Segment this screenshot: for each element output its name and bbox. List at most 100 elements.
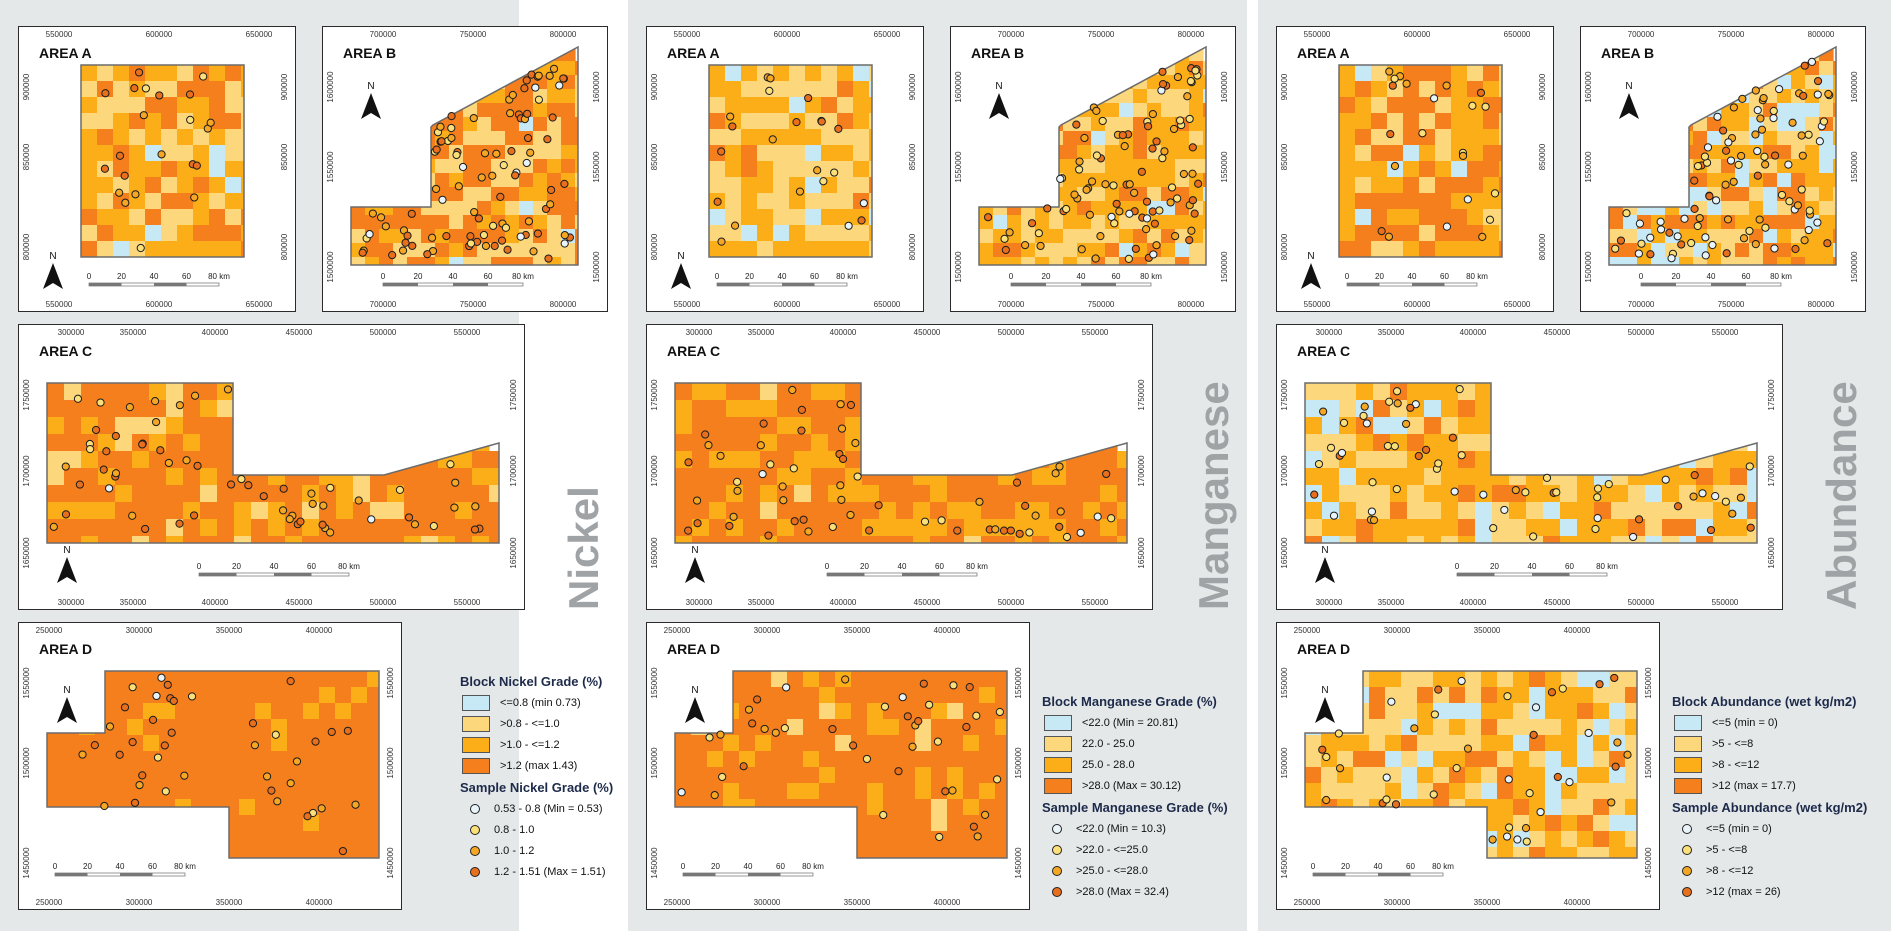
grade-block [149,519,167,537]
grade-block [1497,671,1514,688]
sample-point [1188,196,1197,205]
sample-point [1623,750,1632,759]
grade-block [575,131,578,146]
grade-block [835,735,852,752]
grade-block [1560,519,1578,537]
sample-point [237,474,246,484]
grade-block [1662,485,1680,503]
grade-block [883,751,900,768]
axis-tick-label-x: 750000 [460,300,487,309]
grade-block [255,671,272,688]
grade-block [547,257,562,265]
grade-block [1417,783,1434,800]
sample-point [156,446,165,455]
grade-block [1161,229,1176,244]
sample-point [130,84,139,93]
grade-block [835,767,852,784]
legend-sample-item: >22.0 - <=25.0 [1042,839,1228,860]
grade-block [1513,671,1530,688]
scale-bar: 0 20 40 60 80 km [681,862,824,877]
sample-point [733,486,742,495]
axis-tick-label-x: 800000 [550,30,577,39]
grade-block [1805,145,1820,160]
grade-block [95,735,112,752]
grade-block [64,519,82,537]
grade-block [239,767,256,784]
sample-point [962,722,971,732]
grade-block [853,177,870,194]
scale-bar-segment [89,283,122,286]
grade-block [1609,687,1626,704]
sample-point [1751,130,1760,139]
scale-label: 20 [711,862,720,871]
grade-block [1665,201,1680,216]
grade-block [883,687,900,704]
grade-block [1577,799,1594,816]
grade-block [837,129,854,146]
legend-point [470,803,480,814]
grade-block [1091,131,1106,146]
sample-point [1797,185,1806,194]
grade-block [175,719,192,736]
grade-block [191,783,208,800]
svg-text:N: N [677,251,684,262]
grade-block [1529,831,1546,848]
grade-block [241,81,244,98]
grade-block [251,502,269,520]
grade-block [931,703,948,720]
sample-point [1414,451,1423,461]
grade-block [1435,241,1452,257]
sample-point [1646,250,1655,259]
axis-tick-label-x: 400000 [202,328,229,337]
grade-block [81,519,99,537]
grade-block [995,735,1007,752]
axis-tick-label-y: 900000 [1538,73,1547,100]
grade-block [303,703,320,720]
grade-block [947,719,964,736]
grade-block [1499,193,1502,210]
axis-tick-label-x: 750000 [1088,30,1115,39]
grade-block [1339,177,1356,194]
sample-point [758,469,767,479]
grade-block [1747,502,1757,520]
grade-block [561,201,576,216]
grade-block [963,735,980,752]
grade-block [81,81,98,98]
grade-block [241,97,244,114]
grade-block [1424,502,1442,520]
sample-point [199,72,208,81]
panel-title: Nickel [560,486,607,610]
sample-point [86,445,95,454]
grade-block [1560,485,1578,503]
scale-label: 80 km [1770,272,1792,281]
grade-block [351,703,368,720]
grade-block [1435,113,1452,130]
grade-block [519,243,534,258]
grade-block [47,536,65,543]
grade-block [1497,751,1514,768]
sample-point [1490,189,1500,198]
grade-block [1777,229,1792,244]
grade-block [1833,229,1836,244]
sample-point [286,779,295,788]
sample-point [155,91,164,100]
sample-point [319,501,328,510]
grade-block [97,241,114,257]
grade-block [1611,502,1629,520]
sample-point [351,800,360,809]
grade-block [755,767,772,784]
grade-block [287,687,304,704]
grade-block [1625,735,1637,752]
grade-block [1373,485,1391,503]
sample-point [1634,515,1644,524]
grade-block [1321,767,1338,784]
grade-block [1483,241,1500,257]
north-arrow-icon: N [57,545,77,583]
sample-point [523,133,533,143]
grade-block [111,671,128,688]
sample-point [759,419,768,428]
grade-block [709,536,727,543]
sample-point [1610,673,1619,683]
sample-point [1429,790,1438,799]
grade-block [1451,225,1468,242]
